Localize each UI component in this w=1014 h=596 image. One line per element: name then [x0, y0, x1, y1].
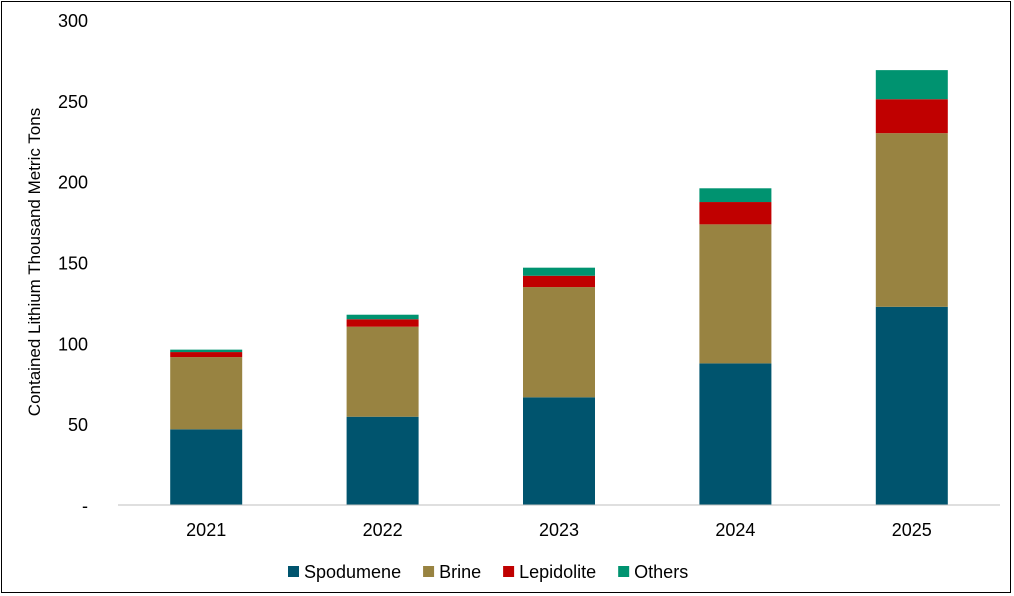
bar-others-2021 — [170, 349, 243, 353]
bar-spodumene-2024 — [699, 363, 772, 505]
legend-item-lepidolite: Lepidolite — [503, 562, 596, 582]
bar-lepidolite-2021 — [170, 352, 243, 358]
bar-brine-2025 — [875, 133, 948, 307]
bar-lepidolite-2025 — [875, 99, 948, 134]
bar-brine-2024 — [699, 224, 772, 364]
bar-brine-2022 — [346, 326, 419, 417]
bar-others-2022 — [346, 314, 419, 320]
x-tick-label: 2025 — [892, 520, 932, 540]
bar-lepidolite-2024 — [699, 202, 772, 225]
x-tick-label: 2024 — [715, 520, 755, 540]
legend-swatch — [423, 566, 435, 577]
legend-item-others: Others — [618, 562, 688, 582]
legend-swatch — [503, 566, 515, 577]
bar-others-2024 — [699, 188, 772, 203]
y-tick-label: 300 — [58, 11, 88, 31]
legend-item-spodumene: Spodumene — [288, 562, 401, 582]
legend-label: Brine — [439, 562, 481, 582]
legend-label: Lepidolite — [519, 562, 596, 582]
bar-spodumene-2025 — [875, 306, 948, 505]
y-tick-label: 150 — [58, 254, 88, 274]
y-tick-label: 250 — [58, 92, 88, 112]
x-tick-label: 2023 — [539, 520, 579, 540]
x-tick-label: 2021 — [186, 520, 226, 540]
bar-others-2025 — [875, 70, 948, 100]
legend-label: Others — [634, 562, 688, 582]
legend-item-brine: Brine — [423, 562, 481, 582]
bar-spodumene-2023 — [523, 397, 595, 505]
bar-spodumene-2022 — [346, 416, 419, 505]
bar-others-2023 — [523, 267, 595, 276]
bar-lepidolite-2022 — [346, 319, 419, 327]
legend-label: Spodumene — [304, 562, 401, 582]
legend-swatch — [288, 566, 299, 577]
bar-brine-2023 — [523, 287, 595, 398]
y-tick-label: 200 — [58, 173, 88, 193]
y-tick-label: - — [82, 496, 88, 516]
y-tick-label: 100 — [58, 334, 88, 354]
y-tick-label: 50 — [68, 415, 88, 435]
bar-lepidolite-2023 — [523, 275, 595, 288]
x-tick-label: 2022 — [363, 520, 403, 540]
bar-brine-2021 — [170, 357, 243, 430]
y-axis-label: Contained Lithium Thousand Metric Tons — [25, 108, 44, 416]
legend-swatch — [618, 566, 630, 577]
bar-spodumene-2021 — [170, 429, 243, 505]
